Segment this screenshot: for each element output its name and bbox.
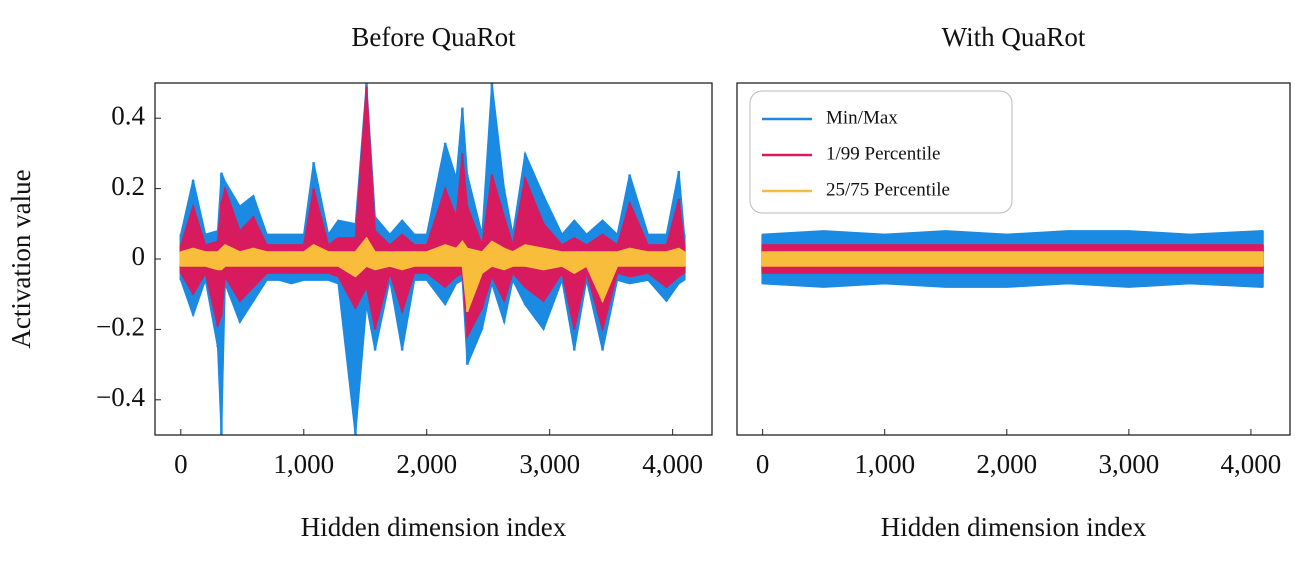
y-tick-label: 0.2	[111, 171, 145, 201]
y-tick-label: 0.4	[111, 100, 145, 130]
legend-label: 25/75 Percentile	[826, 179, 950, 200]
y-tick-label: 0	[132, 241, 146, 271]
x-tick-label: 4,000	[642, 449, 703, 479]
x-tick-label: 1,000	[273, 449, 334, 479]
y-tick-label: −0.2	[96, 312, 145, 342]
band-area	[761, 251, 1264, 267]
x-tick-label: 4,000	[1221, 449, 1282, 479]
x-tick-label: 3,000	[519, 449, 580, 479]
x-tick-label: 3,000	[1098, 449, 1159, 479]
x-tick-label: 0	[756, 449, 770, 479]
y-tick-label: −0.4	[96, 382, 145, 412]
legend-label: 1/99 Percentile	[826, 143, 941, 164]
legend-label: Min/Max	[826, 107, 898, 128]
plot-area	[179, 83, 686, 435]
legend-box	[749, 90, 1013, 214]
x-axis-label: Hidden dimension index	[301, 512, 567, 542]
x-tick-label: 1,000	[854, 449, 915, 479]
x-tick-label: 2,000	[976, 449, 1037, 479]
panel-title: With QuaRot	[942, 22, 1086, 52]
panel-title: Before QuaRot	[351, 22, 516, 52]
x-axis-label: Hidden dimension index	[881, 512, 1147, 542]
plot-frame	[736, 82, 1291, 436]
x-tick-label: 2,000	[396, 449, 457, 479]
y-axis-label: Activation value	[6, 169, 36, 348]
x-tick-label: 0	[174, 449, 188, 479]
plot-area	[761, 230, 1264, 288]
